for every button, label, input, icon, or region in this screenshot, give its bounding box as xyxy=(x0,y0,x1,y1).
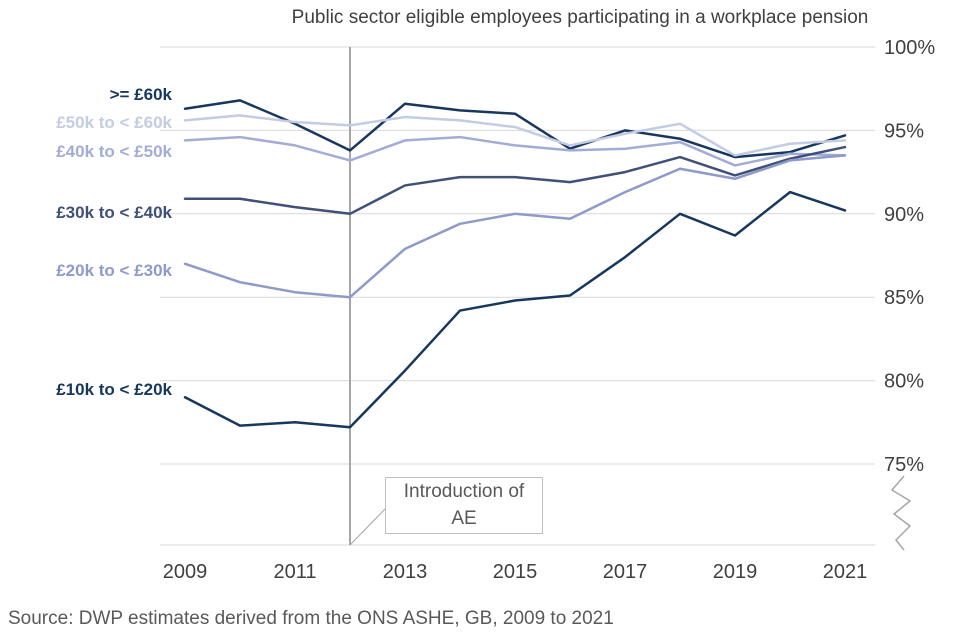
chart-title: Public sector eligible employees partici… xyxy=(291,7,869,28)
svg-text:90%: 90% xyxy=(884,204,924,226)
svg-text:2017: 2017 xyxy=(603,561,648,583)
series-label-30k-40k: £30k to < £40k xyxy=(56,203,172,222)
ae-annotation-text: Introduction of AE xyxy=(403,481,525,529)
ae-annotation-box: Introduction of AE xyxy=(385,477,543,535)
series-label-10k-20k: £10k to < £20k xyxy=(56,380,172,399)
source-note: Source: DWP estimates derived from the O… xyxy=(8,608,614,629)
series-label-20k-30k: £20k to < £30k xyxy=(56,261,172,280)
svg-text:2015: 2015 xyxy=(493,561,538,583)
series-label-50k-60k: £50k to < £60k xyxy=(56,113,172,132)
svg-text:75%: 75% xyxy=(884,454,924,476)
svg-text:2009: 2009 xyxy=(163,561,208,583)
svg-text:100%: 100% xyxy=(884,37,935,59)
series-label-40k-50k: £40k to < £50k xyxy=(56,142,172,161)
svg-text:85%: 85% xyxy=(884,287,924,309)
svg-text:2019: 2019 xyxy=(713,561,758,583)
svg-text:2013: 2013 xyxy=(383,561,428,583)
svg-text:2021: 2021 xyxy=(823,561,868,583)
svg-text:2011: 2011 xyxy=(273,561,316,583)
svg-text:95%: 95% xyxy=(884,120,924,142)
svg-text:80%: 80% xyxy=(884,371,924,393)
series-label-60k-plus: >= £60k xyxy=(109,85,172,104)
